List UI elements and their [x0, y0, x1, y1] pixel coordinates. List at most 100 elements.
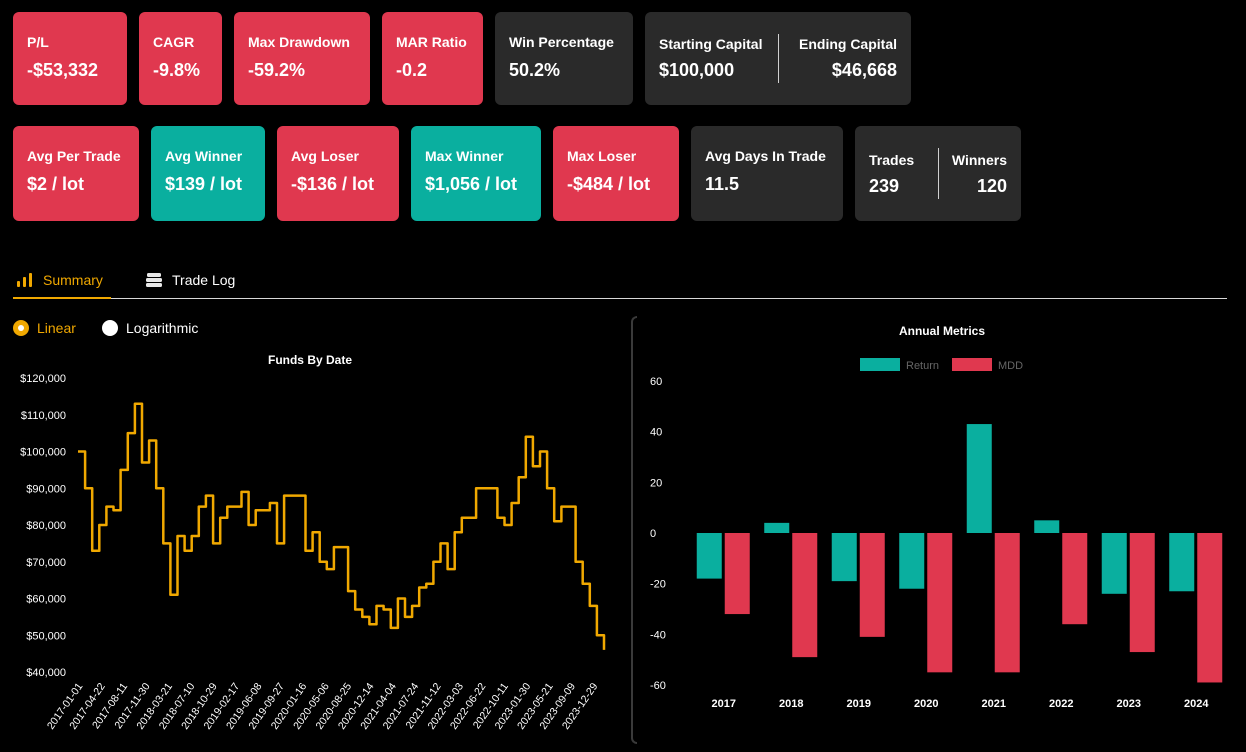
avg-per-trade-card: Avg Per Trade $2 / lot	[13, 126, 139, 221]
annual-x-tick: 2019	[847, 698, 871, 710]
ending-capital-value: $46,668	[831, 60, 897, 80]
annual-y-tick: -40	[650, 629, 666, 641]
linear-label: Linear	[37, 320, 76, 336]
funds-chart-title: Funds By Date	[268, 353, 352, 367]
funds-y-tick: $60,000	[26, 594, 66, 606]
win-percentage-label: Win Percentage	[509, 34, 614, 50]
bar-return	[831, 533, 857, 582]
bar-return	[899, 533, 925, 589]
annual-y-tick: 20	[650, 477, 662, 489]
funds-y-tick: $50,000	[26, 630, 66, 642]
max-loser-label: Max Loser	[567, 148, 637, 164]
annual-metrics-chart: Annual Metrics Return MDD 60 40 20 0 -20 -40 -6…	[650, 324, 1223, 710]
radio-selected-icon	[13, 320, 29, 336]
funds-y-tick: $110,000	[21, 410, 66, 422]
winners-value: 120	[976, 176, 1007, 196]
legend-swatch	[860, 358, 900, 371]
annual-y-tick: 0	[650, 528, 656, 540]
radio-unselected-icon	[102, 320, 118, 336]
avg-days-label: Avg Days In Trade	[705, 148, 826, 164]
bar-chart-icon	[17, 272, 33, 287]
bar-mdd	[927, 533, 953, 673]
trades-card: Trades 239 Winners 120	[855, 126, 1021, 221]
capital-card: Starting Capital $100,000 Ending Capital…	[645, 12, 911, 105]
mar-ratio-value: -0.2	[396, 60, 428, 80]
bar-mdd	[859, 533, 885, 637]
avg-loser-label: Avg Loser	[291, 148, 359, 164]
cagr-card: CAGR -9.8%	[139, 12, 222, 105]
bar-mdd	[994, 533, 1020, 673]
legend-label: MDD	[998, 360, 1023, 372]
bar-mdd	[792, 533, 818, 658]
capital-divider	[777, 34, 779, 83]
bar-mdd	[1197, 533, 1223, 683]
mar-ratio-card: MAR Ratio -0.2	[382, 12, 483, 105]
max-drawdown-label: Max Drawdown	[248, 34, 350, 50]
funds-by-date-chart: Funds By Date $120,000 $110,000 $100,000 $9…	[20, 353, 606, 732]
annual-y-tick: -20	[650, 579, 666, 591]
funds-y-tick: $100,000	[20, 447, 66, 459]
avg-days-value: 11.5	[705, 174, 740, 194]
legend-label: Return	[906, 360, 939, 372]
max-loser-value: -$484 / lot	[567, 174, 651, 194]
max-loser-card: Max Loser -$484 / lot	[553, 126, 679, 221]
bar-return	[1034, 520, 1060, 533]
avg-winner-label: Avg Winner	[165, 148, 243, 164]
funds-y-tick: $40,000	[26, 667, 66, 679]
avg-loser-value: -$136 / lot	[291, 174, 375, 194]
logarithmic-radio[interactable]: Logarithmic	[102, 320, 198, 336]
annual-x-tick: 2020	[914, 698, 938, 710]
panel-divider	[631, 316, 637, 744]
funds-y-tick: $80,000	[26, 520, 66, 532]
annual-chart-title: Annual Metrics	[899, 324, 985, 338]
annual-x-tick: 2018	[779, 698, 803, 710]
trades-value: 239	[869, 176, 900, 196]
database-icon	[146, 273, 162, 287]
tab-summary-label: Summary	[43, 271, 103, 288]
annual-x-tick: 2023	[1117, 698, 1141, 710]
annual-x-tick: 2017	[712, 698, 736, 710]
max-winner-label: Max Winner	[425, 148, 504, 164]
bar-return	[696, 533, 722, 579]
tab-summary[interactable]: Summary	[13, 262, 111, 299]
annual-y-tick: -60	[650, 680, 666, 692]
avg-per-trade-value: $2 / lot	[27, 174, 85, 194]
win-percentage-card: Win Percentage 50.2%	[495, 12, 633, 105]
bar-return	[1169, 533, 1195, 592]
funds-y-tick: $70,000	[26, 557, 66, 569]
max-winner-value: $1,056 / lot	[425, 174, 518, 194]
starting-capital-label: Starting Capital	[659, 36, 763, 52]
bar-return	[764, 522, 790, 533]
avg-loser-card: Avg Loser -$136 / lot	[277, 126, 399, 221]
annual-x-tick: 2024	[1184, 698, 1209, 710]
max-drawdown-card: Max Drawdown -59.2%	[234, 12, 370, 105]
pl-card: P/L -$53,332	[13, 12, 127, 105]
view-tabs: Summary Trade Log	[13, 252, 1227, 299]
bar-return	[1101, 533, 1127, 594]
linear-radio[interactable]: Linear	[13, 320, 76, 336]
pl-value: -$53,332	[27, 60, 99, 80]
mar-ratio-label: MAR Ratio	[396, 34, 467, 50]
annual-y-tick: 40	[650, 427, 662, 439]
annual-y-tick: 60	[650, 376, 662, 388]
avg-winner-value: $139 / lot	[165, 174, 243, 194]
bar-return	[966, 424, 992, 533]
funds-y-tick: $120,000	[20, 373, 66, 385]
avg-winner-card: Avg Winner $139 / lot	[151, 126, 265, 221]
bar-mdd	[1129, 533, 1155, 653]
cagr-label: CAGR	[153, 34, 195, 50]
starting-capital-value: $100,000	[659, 60, 735, 80]
tab-trade-log-label: Trade Log	[172, 272, 236, 288]
trades-label: Trades	[869, 152, 915, 168]
max-winner-card: Max Winner $1,056 / lot	[411, 126, 541, 221]
avg-days-card: Avg Days In Trade 11.5	[691, 126, 843, 221]
win-percentage-value: 50.2%	[509, 60, 561, 80]
avg-per-trade-label: Avg Per Trade	[27, 148, 121, 164]
annual-x-tick: 2021	[982, 698, 1006, 710]
tab-trade-log[interactable]: Trade Log	[146, 262, 235, 298]
bar-mdd	[1062, 533, 1088, 625]
logarithmic-label: Logarithmic	[126, 320, 199, 336]
ending-capital-label: Ending Capital	[799, 36, 897, 52]
cagr-value: -9.8%	[153, 60, 201, 80]
bar-mdd	[724, 533, 750, 615]
